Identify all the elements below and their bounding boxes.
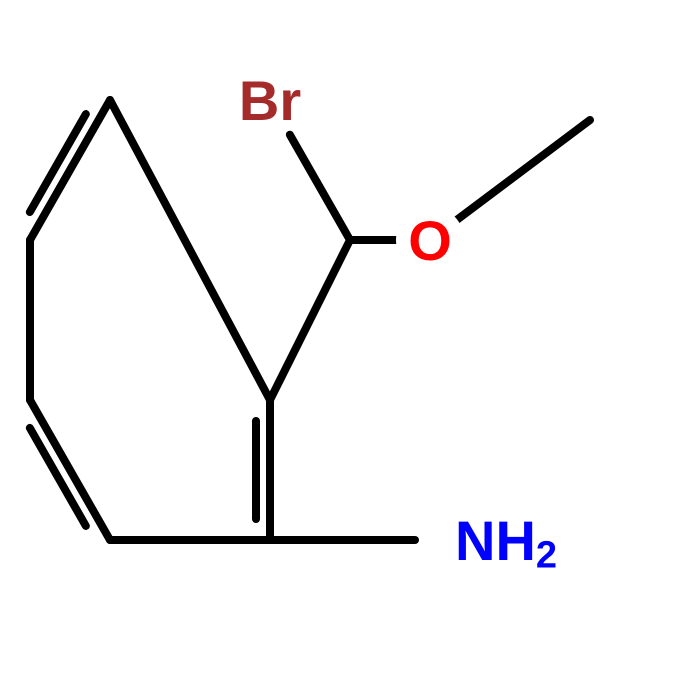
- bond: [454, 120, 590, 222]
- bond: [290, 135, 350, 240]
- bond: [270, 240, 350, 400]
- atom-o: O: [408, 209, 452, 272]
- bond: [30, 400, 110, 540]
- bond: [30, 100, 110, 240]
- bond: [110, 100, 270, 400]
- atom-br: Br: [239, 69, 301, 132]
- atom-n: NH2: [455, 509, 557, 577]
- molecule-diagram: Br O NH2: [0, 0, 700, 700]
